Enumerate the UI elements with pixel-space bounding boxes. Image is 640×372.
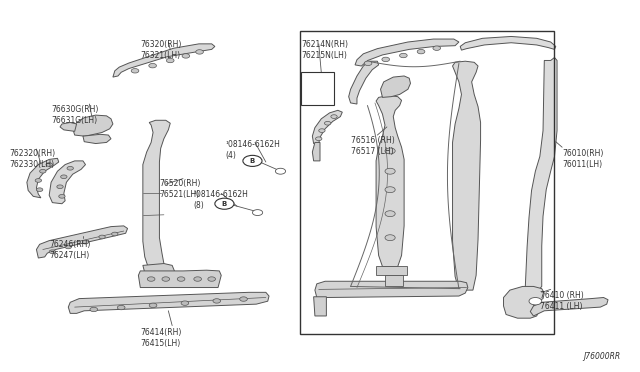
Circle shape <box>147 277 155 281</box>
Polygon shape <box>312 142 320 161</box>
Polygon shape <box>147 275 172 284</box>
Circle shape <box>196 50 204 54</box>
Text: B: B <box>222 201 227 207</box>
Circle shape <box>252 210 262 215</box>
Circle shape <box>529 298 541 305</box>
Polygon shape <box>452 61 481 290</box>
Circle shape <box>364 61 372 65</box>
Circle shape <box>40 169 46 173</box>
Circle shape <box>61 175 67 179</box>
Circle shape <box>399 53 407 58</box>
Bar <box>385 275 403 286</box>
Circle shape <box>316 137 322 141</box>
Polygon shape <box>531 298 608 316</box>
Bar <box>301 72 334 105</box>
Circle shape <box>385 211 395 217</box>
Text: ¹08146-6162H
(8): ¹08146-6162H (8) <box>194 190 249 210</box>
Text: 76414(RH)
76415(LH): 76414(RH) 76415(LH) <box>140 328 182 348</box>
Polygon shape <box>60 122 77 131</box>
Text: 762320(RH)
762330(LH): 762320(RH) 762330(LH) <box>9 149 55 169</box>
Polygon shape <box>381 76 410 97</box>
Text: 76246(RH)
76247(LH): 76246(RH) 76247(LH) <box>49 240 90 260</box>
Polygon shape <box>315 281 468 298</box>
Text: 76320(RH)
76321(LH): 76320(RH) 76321(LH) <box>140 40 182 60</box>
Text: 76630G(RH)
76631G(LH): 76630G(RH) 76631G(LH) <box>51 105 99 125</box>
Circle shape <box>213 299 221 303</box>
Bar <box>300 31 554 334</box>
Polygon shape <box>138 270 221 288</box>
Circle shape <box>57 185 63 189</box>
Polygon shape <box>27 158 59 198</box>
Text: J76000RR: J76000RR <box>584 352 621 361</box>
Circle shape <box>382 57 390 62</box>
Text: 76410 (RH)
76411 (LH): 76410 (RH) 76411 (LH) <box>540 291 584 311</box>
Polygon shape <box>36 226 127 258</box>
Circle shape <box>194 277 202 281</box>
Circle shape <box>111 232 118 236</box>
Circle shape <box>385 148 395 154</box>
Text: 76520(RH)
76521(LH): 76520(RH) 76521(LH) <box>159 179 201 199</box>
Circle shape <box>131 68 139 73</box>
Polygon shape <box>83 134 111 144</box>
Circle shape <box>99 235 105 239</box>
Text: 76516 (RH)
76517 (LH): 76516 (RH) 76517 (LH) <box>351 136 394 156</box>
Text: B: B <box>250 158 255 164</box>
Circle shape <box>385 235 395 241</box>
Polygon shape <box>312 110 342 144</box>
Circle shape <box>275 168 285 174</box>
Polygon shape <box>68 292 269 313</box>
Circle shape <box>49 250 56 254</box>
Circle shape <box>83 240 89 244</box>
Circle shape <box>240 297 247 301</box>
Circle shape <box>182 54 189 58</box>
Polygon shape <box>504 286 544 318</box>
Circle shape <box>331 115 337 118</box>
Text: ¹08146-6162H
(4): ¹08146-6162H (4) <box>226 140 280 160</box>
Polygon shape <box>525 58 557 293</box>
Circle shape <box>46 163 52 166</box>
Text: 76010(RH)
76011(LH): 76010(RH) 76011(LH) <box>562 149 604 169</box>
Circle shape <box>433 46 440 50</box>
Circle shape <box>385 168 395 174</box>
Polygon shape <box>49 161 86 204</box>
Circle shape <box>181 301 189 305</box>
Circle shape <box>177 277 185 281</box>
Polygon shape <box>355 39 459 66</box>
Circle shape <box>59 195 65 198</box>
Circle shape <box>117 305 125 310</box>
Circle shape <box>65 245 72 249</box>
Circle shape <box>208 277 216 281</box>
Circle shape <box>243 155 262 166</box>
Circle shape <box>166 58 174 63</box>
Circle shape <box>36 188 43 192</box>
Circle shape <box>324 121 331 125</box>
Circle shape <box>215 198 234 209</box>
Polygon shape <box>113 44 215 77</box>
Text: 76214N(RH)
76215N(LH): 76214N(RH) 76215N(LH) <box>301 40 348 60</box>
Circle shape <box>149 303 157 308</box>
Circle shape <box>35 179 42 182</box>
Polygon shape <box>143 263 175 278</box>
Circle shape <box>162 277 170 281</box>
Circle shape <box>67 166 74 170</box>
Polygon shape <box>376 96 404 266</box>
Polygon shape <box>349 61 379 104</box>
Circle shape <box>90 307 98 312</box>
Polygon shape <box>73 115 113 136</box>
Circle shape <box>319 129 325 132</box>
Circle shape <box>417 49 425 54</box>
Polygon shape <box>143 120 170 267</box>
Polygon shape <box>460 36 556 50</box>
Bar <box>376 266 406 275</box>
Polygon shape <box>314 297 326 316</box>
Circle shape <box>385 187 395 193</box>
Circle shape <box>148 64 156 68</box>
